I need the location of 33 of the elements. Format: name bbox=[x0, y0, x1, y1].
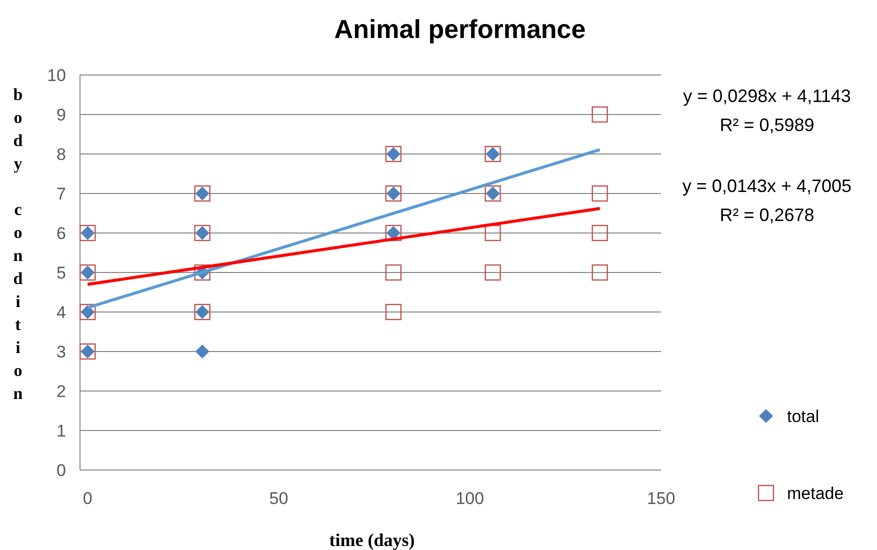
point bbox=[484, 264, 501, 281]
point bbox=[592, 106, 608, 123]
text: R² = 0,2678 bbox=[720, 205, 814, 225]
point bbox=[592, 224, 608, 242]
text: y = 0,0143x + 4,7005 bbox=[682, 176, 852, 196]
x-tick-label: 50 bbox=[269, 489, 288, 508]
chart-title: Animal performance bbox=[334, 14, 586, 44]
y-tick-label: 10 bbox=[47, 66, 66, 85]
legend-label: total bbox=[787, 406, 820, 426]
text: body condition bbox=[13, 85, 23, 403]
y-tick-label: 9 bbox=[56, 105, 66, 124]
text: R² = 0,5989 bbox=[720, 115, 814, 135]
x-tick-label: 100 bbox=[456, 489, 484, 508]
text: y = 0,0298x + 4,1143 bbox=[683, 86, 851, 106]
point bbox=[195, 344, 210, 358]
x-tick-label: 150 bbox=[646, 489, 676, 508]
point bbox=[592, 264, 608, 281]
point bbox=[484, 224, 501, 242]
y-tick-label: 5 bbox=[56, 263, 66, 282]
y-tick-label: 8 bbox=[56, 144, 66, 164]
y-tick-label: 7 bbox=[56, 184, 66, 204]
point bbox=[592, 185, 608, 202]
legend-label: metade bbox=[787, 484, 844, 503]
point bbox=[385, 264, 402, 281]
y-tick-label: 3 bbox=[56, 342, 66, 362]
y-tick-label: 0 bbox=[56, 460, 66, 480]
y-tick-label: 6 bbox=[56, 224, 66, 243]
x-axis-title: time (days) bbox=[329, 530, 415, 550]
point bbox=[385, 304, 402, 320]
y-tick-label: 2 bbox=[56, 382, 66, 401]
x-tick-label: 0 bbox=[82, 489, 92, 508]
y-tick-label: 1 bbox=[56, 421, 66, 440]
y-tick-label: 4 bbox=[56, 302, 66, 322]
